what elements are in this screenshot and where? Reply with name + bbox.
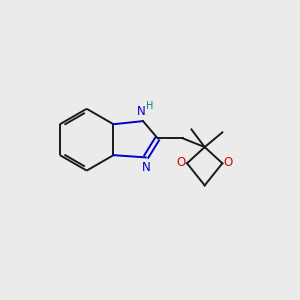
Text: N: N [137, 105, 146, 118]
Text: O: O [224, 156, 233, 169]
Text: N: N [141, 161, 150, 174]
Text: O: O [176, 156, 186, 169]
Text: H: H [146, 101, 153, 111]
